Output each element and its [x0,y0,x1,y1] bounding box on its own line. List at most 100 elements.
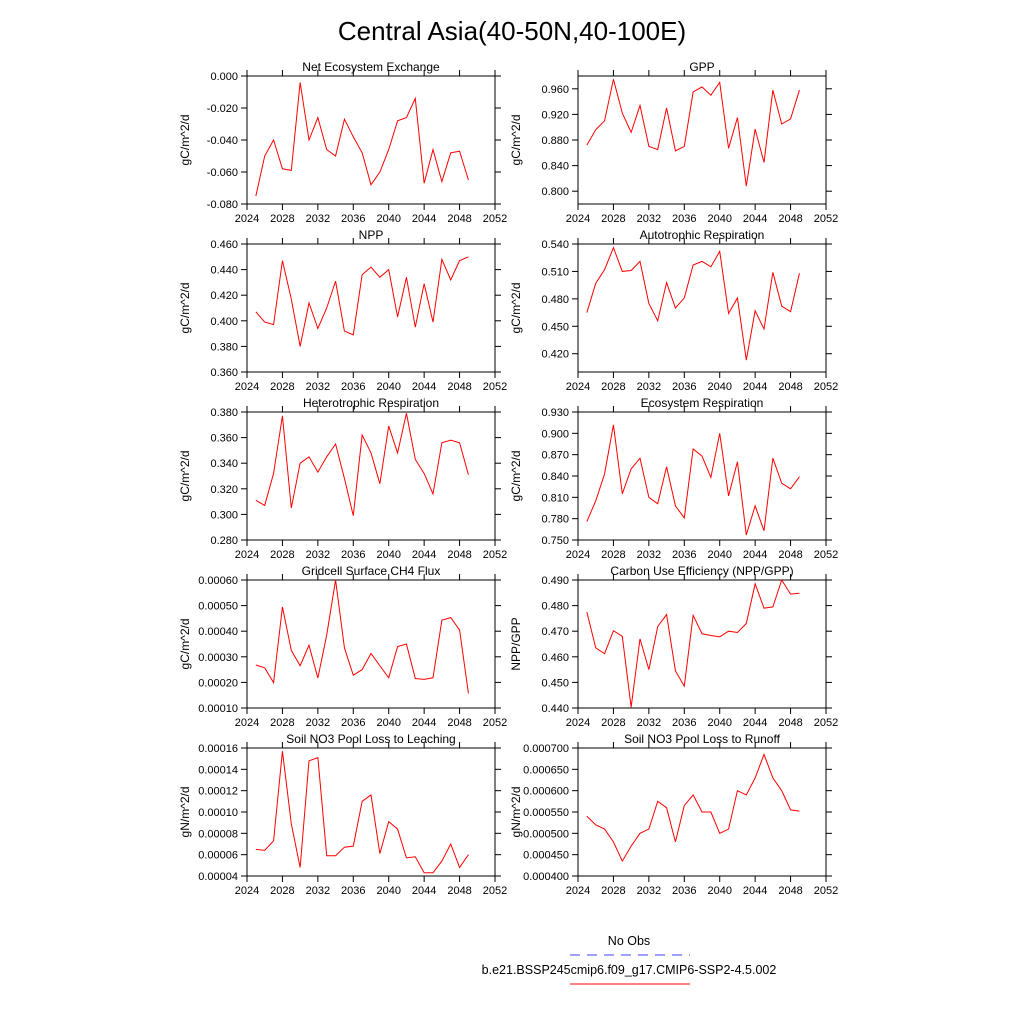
y-tick-label: -0.080 [207,199,238,211]
plot-frame [577,411,827,541]
plot-frame [577,75,827,205]
legend-label: b.e21.BSSP245cmip6.f09_g17.CMIP6-SSP2-4.… [482,963,777,977]
y-tick-label: 0.800 [541,186,569,198]
x-tick-label: 2036 [672,885,696,897]
x-tick-label: 2048 [778,549,802,561]
x-tick-label: 2028 [601,381,625,393]
x-tick-label: 2028 [270,549,294,561]
y-tick-label: 0.870 [541,450,569,462]
y-tick-label: 0.000550 [523,807,569,819]
x-tick-label: 2024 [235,717,259,729]
chart-panel: Soil NO3 Pool Loss to Runoff 0.000400 0.00… [509,732,838,897]
series-line [586,424,800,536]
y-tick-label: 0.490 [541,575,569,587]
chart-panel: Autotrophic Respiration 0.420 0.450 0.480 0.… [509,228,838,393]
x-tick-label: 2032 [306,717,330,729]
x-tick-label: 2028 [270,885,294,897]
x-tick-label: 2040 [376,213,400,225]
panel-grid: Net Ecosystem Exchange -0.080 -0.060 -0.040… [178,60,838,897]
plot-frame [246,243,496,373]
y-tick-label: 0.810 [541,492,569,504]
x-tick-label: 2044 [412,213,436,225]
x-tick-label: 2040 [707,885,731,897]
x-tick-label: 2032 [637,885,661,897]
x-tick-label: 2028 [601,549,625,561]
x-tick-label: 2024 [235,213,259,225]
panel-title: Gridcell Surface CH4 Flux [302,564,441,578]
x-tick-label: 2032 [637,213,661,225]
y-tick-label: 0.360 [210,433,238,445]
y-tick-label: 0.00012 [198,786,238,798]
x-tick-label: 2052 [814,381,838,393]
x-tick-label: 2024 [566,381,590,393]
x-tick-label: 2044 [743,381,767,393]
x-tick-label: 2028 [601,717,625,729]
x-tick-label: 2036 [672,213,696,225]
x-tick-label: 2040 [707,549,731,561]
series-line [255,579,469,694]
x-tick-label: 2052 [483,549,507,561]
x-tick-label: 2048 [447,213,471,225]
x-tick-label: 2036 [341,381,365,393]
y-tick-label: 0.360 [210,367,238,379]
y-axis-label: gC/m^2/d [509,283,523,334]
chart-panel: GPP 0.800 0.840 0.880 0.920 0.960 2024 2028 2032… [509,60,838,225]
y-tick-label: 0.00004 [198,871,238,883]
x-tick-label: 2044 [743,717,767,729]
y-tick-label: 0.00010 [198,807,238,819]
x-tick-label: 2028 [270,381,294,393]
x-tick-label: 2040 [376,717,400,729]
y-tick-label: -0.060 [207,167,238,179]
series-line [586,246,800,361]
y-axis-label: gC/m^2/d [178,115,192,166]
x-tick-label: 2036 [672,549,696,561]
y-tick-label: -0.020 [207,103,238,115]
y-tick-label: 0.480 [541,294,569,306]
y-tick-label: 0.450 [541,321,569,333]
panel-title: Carbon Use Efficiency (NPP/GPP) [610,564,793,578]
chart-panel: NPP 0.360 0.380 0.400 0.420 0.440 0.460 2024 202… [178,228,507,393]
y-tick-label: 0.320 [210,484,238,496]
x-tick-label: 2024 [235,885,259,897]
x-tick-label: 2028 [601,885,625,897]
x-tick-label: 2052 [483,717,507,729]
y-axis-label: gN/m^2/d [509,787,523,838]
y-tick-label: 0.420 [541,349,569,361]
y-tick-label: 0.450 [541,677,569,689]
x-tick-label: 2032 [637,381,661,393]
panel-title: GPP [689,60,714,74]
y-tick-label: 0.750 [541,535,569,547]
y-tick-label: 0.460 [210,239,238,251]
y-tick-label: 0.380 [210,407,238,419]
y-tick-label: 0.960 [541,84,569,96]
chart-panel: Net Ecosystem Exchange -0.080 -0.060 -0.040… [178,60,507,225]
y-tick-label: 0.280 [210,535,238,547]
x-tick-label: 2036 [341,549,365,561]
x-tick-label: 2044 [743,549,767,561]
figure-title: Central Asia(40-50N,40-100E) [338,16,686,46]
plot-frame [246,579,496,709]
y-axis-label: gC/m^2/d [178,283,192,334]
y-tick-label: 0.340 [210,458,238,470]
x-tick-label: 2024 [235,381,259,393]
x-tick-label: 2052 [483,885,507,897]
legend: No Obs b.e21.BSSP245cmip6.f09_g17.CMIP6-S… [482,934,777,985]
y-tick-label: 0.000 [210,71,238,83]
y-axis-label: gC/m^2/d [509,451,523,502]
x-tick-label: 2028 [270,213,294,225]
y-tick-label: 0.000700 [523,743,569,755]
series-line [255,82,469,197]
y-tick-label: 0.930 [541,407,569,419]
series-line [586,79,800,187]
x-tick-label: 2032 [306,885,330,897]
chart-panel: Gridcell Surface CH4 Flux 0.00010 0.00020 0… [178,564,507,729]
x-tick-label: 2044 [412,549,436,561]
y-tick-label: 0.00014 [198,764,238,776]
x-tick-label: 2028 [601,213,625,225]
x-tick-label: 2036 [341,213,365,225]
y-tick-label: 0.000450 [523,850,569,862]
x-tick-label: 2024 [566,885,590,897]
y-tick-label: 0.540 [541,239,569,251]
x-tick-label: 2044 [743,885,767,897]
x-tick-label: 2040 [376,549,400,561]
